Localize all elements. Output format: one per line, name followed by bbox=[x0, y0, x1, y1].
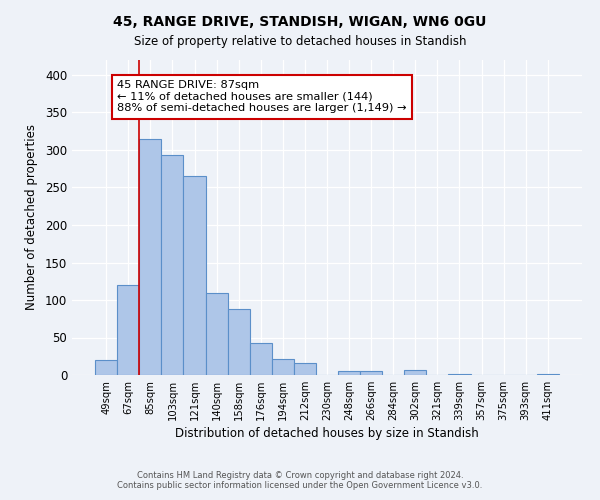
Bar bbox=[360, 370, 382, 375]
X-axis label: Distribution of detached houses by size in Standish: Distribution of detached houses by size … bbox=[175, 427, 479, 440]
Bar bbox=[272, 359, 294, 375]
Bar bbox=[294, 363, 316, 375]
Bar bbox=[95, 360, 117, 375]
Bar bbox=[139, 138, 161, 375]
Bar bbox=[184, 176, 206, 375]
Text: 45 RANGE DRIVE: 87sqm
← 11% of detached houses are smaller (144)
88% of semi-det: 45 RANGE DRIVE: 87sqm ← 11% of detached … bbox=[117, 80, 407, 114]
Bar bbox=[206, 293, 227, 375]
Text: Contains HM Land Registry data © Crown copyright and database right 2024.
Contai: Contains HM Land Registry data © Crown c… bbox=[118, 470, 482, 490]
Bar bbox=[537, 374, 559, 375]
Bar bbox=[338, 371, 360, 375]
Text: 45, RANGE DRIVE, STANDISH, WIGAN, WN6 0GU: 45, RANGE DRIVE, STANDISH, WIGAN, WN6 0G… bbox=[113, 15, 487, 29]
Bar bbox=[227, 309, 250, 375]
Bar bbox=[250, 343, 272, 375]
Y-axis label: Number of detached properties: Number of detached properties bbox=[25, 124, 38, 310]
Bar bbox=[448, 374, 470, 375]
Bar bbox=[404, 370, 427, 375]
Text: Size of property relative to detached houses in Standish: Size of property relative to detached ho… bbox=[134, 35, 466, 48]
Bar bbox=[161, 155, 184, 375]
Bar bbox=[117, 285, 139, 375]
